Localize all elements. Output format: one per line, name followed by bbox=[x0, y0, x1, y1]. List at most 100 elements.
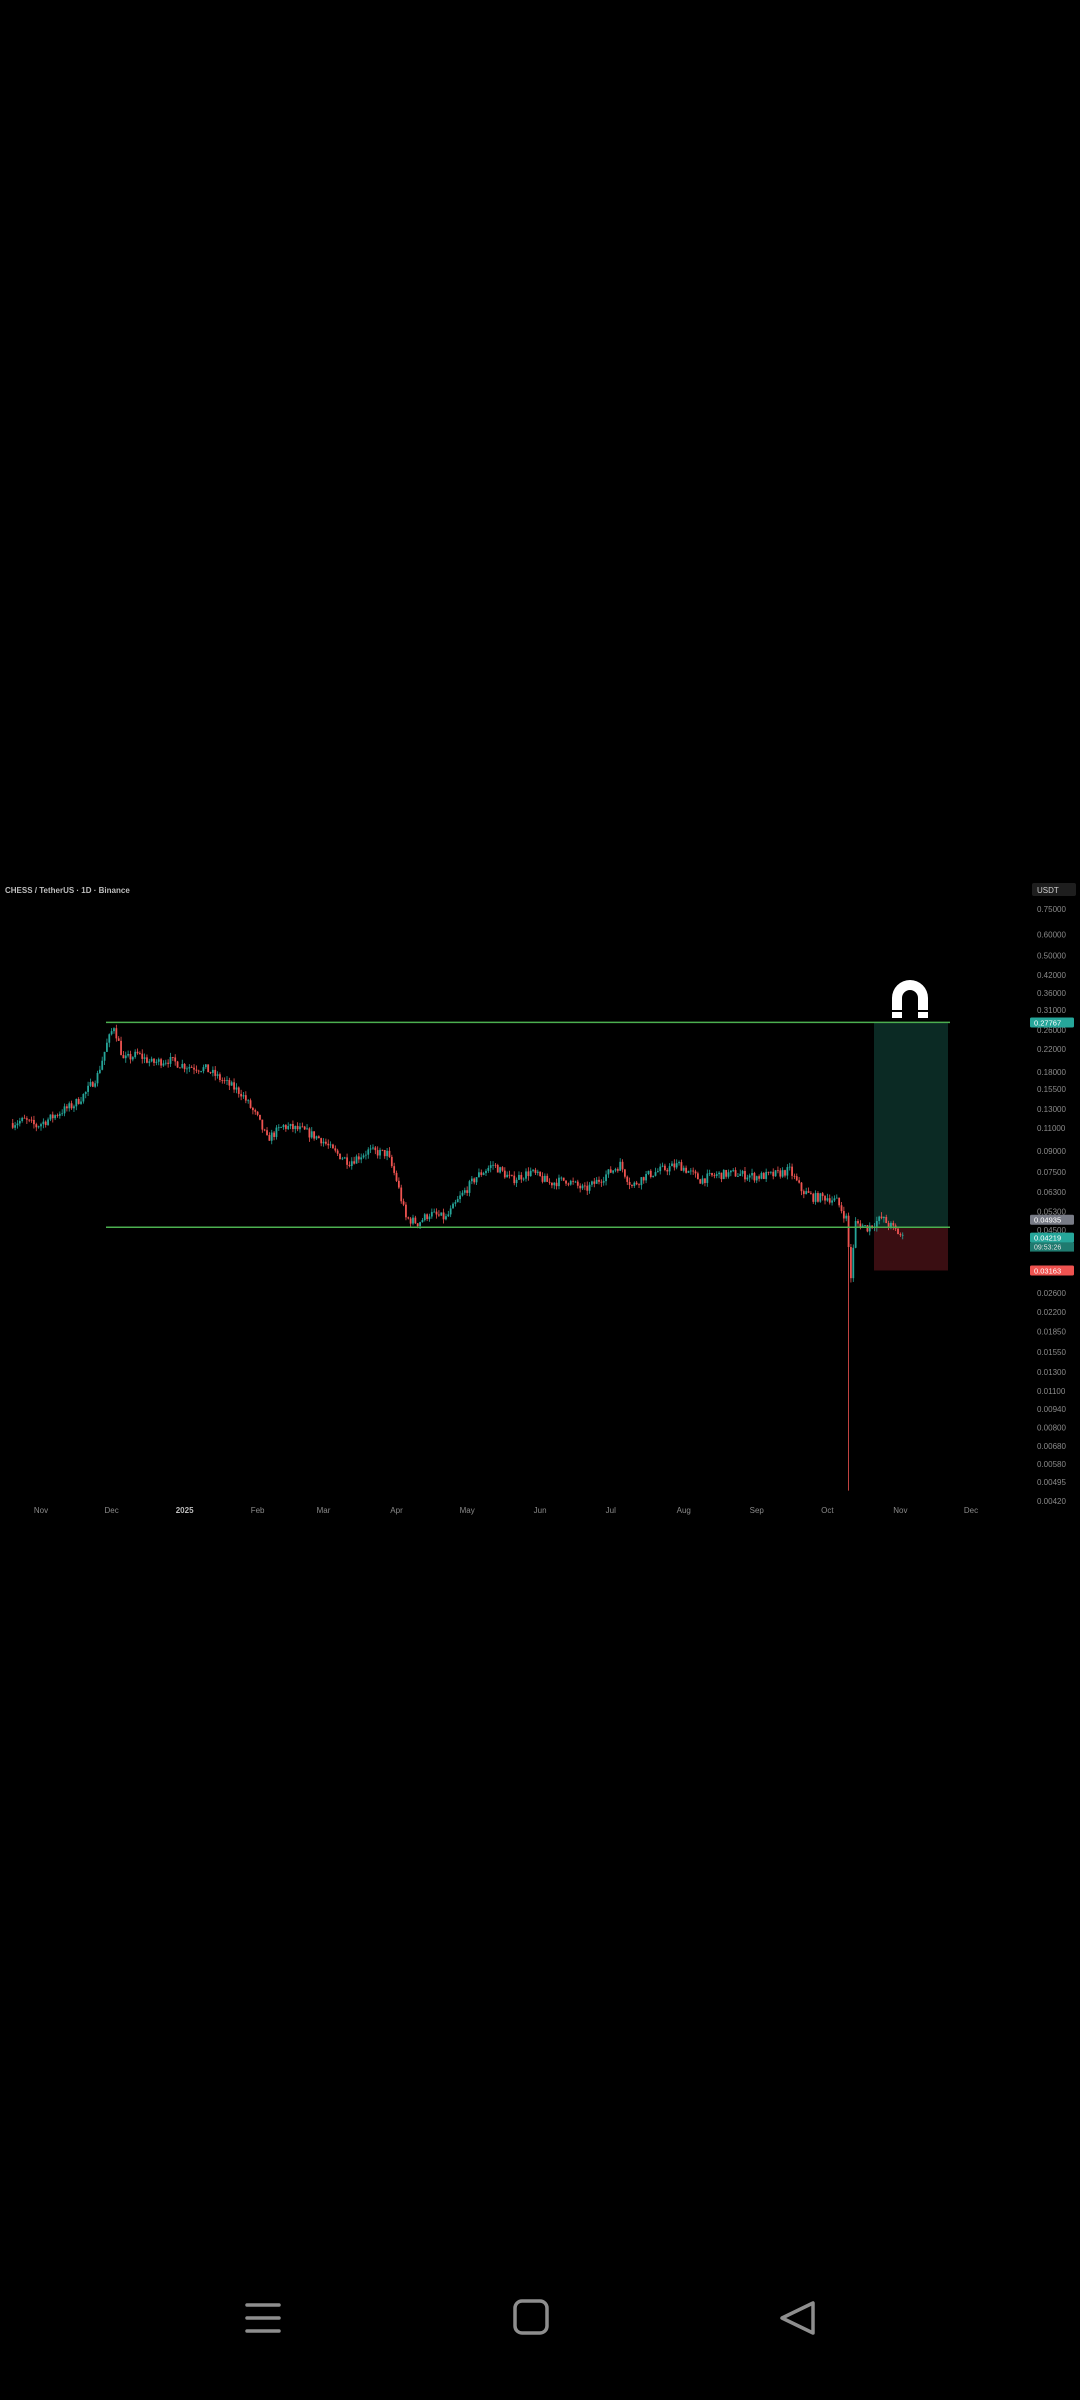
candle-body bbox=[428, 1216, 431, 1220]
y-tick-label: 0.05300 bbox=[1037, 1208, 1066, 1217]
candle-body bbox=[692, 1170, 695, 1172]
candle-body bbox=[567, 1183, 570, 1185]
candle-body bbox=[821, 1193, 824, 1197]
candle-body bbox=[489, 1165, 492, 1168]
candle-body bbox=[897, 1228, 899, 1235]
candle-body bbox=[296, 1125, 299, 1130]
y-tick-label: 0.07500 bbox=[1037, 1168, 1066, 1177]
candle-body bbox=[390, 1156, 393, 1167]
candle-body bbox=[831, 1200, 833, 1203]
candle-body bbox=[680, 1162, 683, 1171]
candle-body bbox=[642, 1177, 645, 1181]
y-tick-label: 0.36000 bbox=[1037, 989, 1066, 998]
candle-body bbox=[49, 1114, 52, 1120]
candle-body bbox=[183, 1063, 186, 1070]
candle-body bbox=[685, 1167, 688, 1173]
candle-body bbox=[546, 1175, 549, 1182]
candle-body bbox=[148, 1061, 151, 1063]
currency-badge-bg bbox=[1032, 883, 1076, 896]
candle-body bbox=[694, 1171, 697, 1174]
candle-body bbox=[11, 1123, 14, 1128]
candle-body bbox=[386, 1150, 389, 1157]
candle-body bbox=[666, 1169, 669, 1172]
candle-body bbox=[626, 1176, 629, 1182]
candle-body bbox=[492, 1164, 494, 1166]
candle-body bbox=[343, 1157, 346, 1159]
candle-body bbox=[675, 1163, 678, 1168]
candle-body bbox=[638, 1184, 640, 1186]
candle-body bbox=[400, 1187, 403, 1202]
candle-body bbox=[270, 1132, 273, 1141]
candle-body bbox=[817, 1193, 819, 1202]
candle-body bbox=[449, 1208, 452, 1215]
candle-body bbox=[33, 1119, 35, 1125]
price-badge bbox=[1030, 1017, 1074, 1028]
candle-body bbox=[673, 1163, 676, 1168]
candle-body bbox=[346, 1157, 348, 1165]
candle-body bbox=[388, 1150, 391, 1157]
candle-body bbox=[299, 1126, 301, 1130]
candle-body bbox=[28, 1119, 31, 1121]
candle-body bbox=[407, 1217, 410, 1219]
candle-body bbox=[548, 1181, 551, 1183]
candle-body bbox=[129, 1053, 132, 1060]
candle-body bbox=[341, 1158, 344, 1160]
candle-body bbox=[536, 1171, 539, 1173]
candle-body bbox=[155, 1061, 158, 1063]
candle-body bbox=[727, 1172, 730, 1177]
candle-body bbox=[211, 1069, 214, 1073]
candle-body bbox=[244, 1095, 247, 1101]
candle-body bbox=[715, 1174, 718, 1176]
candle-body bbox=[899, 1234, 902, 1236]
candle-body bbox=[261, 1119, 264, 1130]
candle-body bbox=[150, 1058, 153, 1062]
home-square-icon[interactable] bbox=[513, 2299, 549, 2335]
price-axis[interactable]: USDT 0.75000 0.60000 0.50000 0.42000 0.36000… bbox=[1032, 883, 1076, 1506]
magnet-icon[interactable] bbox=[892, 980, 928, 1018]
y-tick-label: 0.22000 bbox=[1037, 1045, 1066, 1054]
candle-body bbox=[282, 1125, 285, 1128]
candle-body bbox=[56, 1115, 59, 1116]
candle-body bbox=[562, 1177, 565, 1181]
candle-body bbox=[671, 1163, 673, 1167]
candle-body bbox=[146, 1057, 148, 1063]
candle-body bbox=[623, 1169, 626, 1177]
candle-body bbox=[795, 1176, 798, 1181]
candle-body bbox=[649, 1170, 652, 1178]
candle-body bbox=[508, 1174, 511, 1176]
candle-body bbox=[826, 1198, 829, 1201]
y-tick-label: 0.42000 bbox=[1037, 971, 1066, 980]
candle-body bbox=[767, 1171, 770, 1173]
candle-body bbox=[711, 1173, 713, 1176]
candle-body bbox=[520, 1174, 523, 1180]
time-axis[interactable]: Nov Dec 2025 Feb Mar Apr May Jun Jul Aug Sep Oct Nov… bbox=[34, 1506, 978, 1515]
back-triangle-icon[interactable] bbox=[780, 2301, 815, 2335]
candle-body bbox=[103, 1051, 106, 1061]
x-tick-label: Jul bbox=[606, 1506, 616, 1515]
horizontal-lines[interactable] bbox=[106, 1021, 950, 1228]
candle-body bbox=[478, 1172, 480, 1178]
candle-body bbox=[461, 1192, 464, 1196]
countdown-label: 09:53:26 bbox=[1034, 1245, 1061, 1252]
candle-body bbox=[619, 1161, 622, 1171]
candle-body bbox=[859, 1223, 862, 1228]
candle-body bbox=[68, 1103, 71, 1109]
x-tick-label: Oct bbox=[821, 1506, 834, 1515]
candle-body bbox=[96, 1072, 99, 1084]
candle-body bbox=[708, 1173, 711, 1174]
x-tick-label: Nov bbox=[893, 1506, 907, 1515]
menu-icon[interactable] bbox=[245, 2303, 281, 2333]
candle-body bbox=[113, 1028, 115, 1032]
candle-body bbox=[525, 1171, 527, 1179]
y-tick-label: 0.02600 bbox=[1037, 1289, 1066, 1298]
candle-body bbox=[555, 1182, 558, 1187]
candle-body bbox=[534, 1169, 537, 1173]
x-tick-label: Mar bbox=[317, 1506, 331, 1515]
candle-body bbox=[725, 1170, 728, 1177]
candle-body bbox=[466, 1190, 469, 1193]
y-tick-label: 0.00800 bbox=[1037, 1423, 1066, 1432]
candle-body bbox=[532, 1169, 534, 1171]
candle-body bbox=[226, 1079, 228, 1081]
candle-body bbox=[383, 1150, 386, 1157]
candle-body bbox=[395, 1172, 398, 1181]
